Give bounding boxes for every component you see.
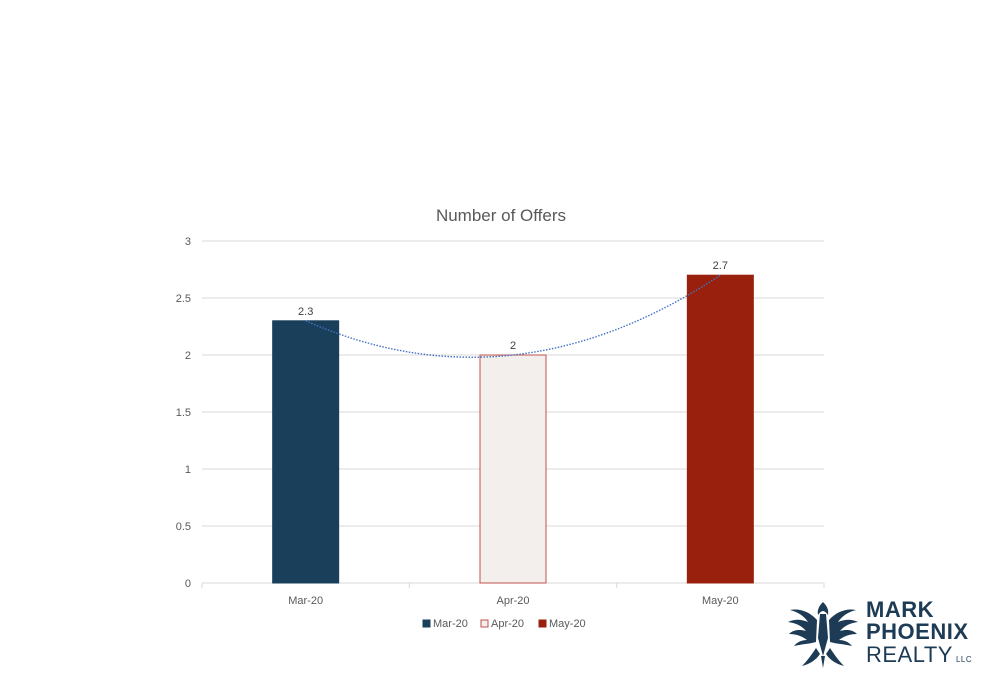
y-tick-label: 2 (185, 350, 191, 362)
phoenix-logo-icon (788, 602, 858, 668)
data-labels: 2.3 2 2.7 (298, 260, 728, 352)
logo-text-phoenix: PHOENIX (866, 619, 969, 644)
logo-text-mark: MARK (866, 597, 934, 622)
y-axis-ticks: 0 0.5 1 1.5 2 2.5 3 (176, 236, 191, 590)
y-tick-label: 1 (185, 464, 191, 476)
data-label: 2.3 (298, 306, 313, 318)
chart-title: Number of Offers (436, 206, 566, 225)
legend-label: May-20 (549, 618, 586, 630)
y-tick-label: 0 (185, 578, 191, 590)
y-tick-label: 1.5 (176, 407, 191, 419)
trendline (305, 274, 721, 359)
bar (686, 274, 754, 584)
legend-swatch (538, 619, 547, 628)
y-tick-label: 0.5 (176, 521, 191, 533)
legend-label: Apr-20 (491, 618, 524, 630)
legend-swatch (422, 619, 431, 628)
logo-text-realty: REALTY LLC (866, 644, 972, 671)
y-tick-label: 3 (185, 236, 191, 248)
x-tick-label: May-20 (702, 595, 739, 607)
company-logo: MARK PHOENIX REALTY LLC (786, 598, 996, 672)
y-tick-label: 2.5 (176, 293, 191, 305)
x-tick-label: Mar-20 (288, 595, 323, 607)
bar (479, 354, 547, 584)
legend-swatch (480, 619, 489, 628)
logo-realty-word: REALTY (866, 642, 953, 667)
trendline-group (305, 274, 721, 359)
x-axis-ticks: Mar-20 Apr-20 May-20 (288, 595, 738, 607)
logo-llc-suffix: LLC (955, 655, 973, 664)
data-label: 2 (510, 340, 516, 352)
data-label: 2.7 (713, 260, 728, 272)
x-tick-label: Apr-20 (496, 595, 529, 607)
bars (272, 274, 754, 584)
bar (272, 320, 340, 584)
legend-label: Mar-20 (433, 618, 468, 630)
legend: Mar-20 Apr-20 May-20 (422, 618, 586, 630)
